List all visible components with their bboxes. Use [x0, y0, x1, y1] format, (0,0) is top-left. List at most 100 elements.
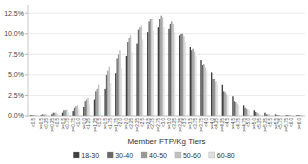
- bar: [89, 104, 90, 116]
- bar: [72, 111, 73, 116]
- bar: [74, 108, 75, 116]
- tick-label-line: <0.75: [65, 118, 70, 130]
- bar: [159, 19, 160, 116]
- bar: [180, 34, 181, 116]
- bar: [131, 52, 132, 116]
- bar: [160, 16, 161, 116]
- background: [0, 0, 308, 164]
- bar: [185, 42, 186, 116]
- bar: [85, 101, 86, 116]
- tick-label-line: <5.25: [257, 118, 262, 130]
- tick-mark: [25, 74, 28, 75]
- bar: [130, 35, 131, 116]
- tick-label: >=0.25<0.5: [50, 118, 60, 133]
- legend-swatch: [107, 152, 113, 158]
- chart: 0.0%2.5%5.0%7.5%10.0%12.5%<0.5>=0.5<0.25…: [0, 0, 308, 164]
- tick-label-line: <3.75: [193, 118, 198, 130]
- tick-label-line: <4.75: [236, 118, 241, 130]
- bar: [129, 38, 130, 116]
- bar: [179, 35, 180, 116]
- bar: [109, 67, 110, 116]
- tick-label: >=1.75<2.0: [114, 118, 124, 133]
- x-axis: <0.5>=0.5<0.25>=0.25<0.5>=0.5<0.75>=0.75…: [31, 118, 302, 133]
- bar: [264, 113, 265, 116]
- tick-label: 0.0%: [8, 112, 24, 119]
- tick-label-line: <6.0: [289, 118, 294, 127]
- bar: [153, 30, 154, 116]
- bar: [244, 108, 245, 116]
- bar: [258, 114, 259, 116]
- tick-label: 10.0%: [4, 30, 24, 37]
- bar: [54, 113, 55, 116]
- tick-label: >=4.75<5.0: [242, 118, 252, 133]
- legend-swatch: [209, 152, 215, 158]
- bar: [136, 44, 137, 116]
- tick-label: >=2.75<3.0: [156, 118, 166, 133]
- grid-line: [28, 13, 305, 14]
- bar: [63, 110, 64, 116]
- tick-label: >=2.0<2.25: [124, 118, 134, 130]
- bar: [104, 89, 105, 116]
- bar: [246, 109, 247, 116]
- bar: [55, 113, 56, 116]
- bar: [232, 96, 233, 116]
- legend-swatch: [73, 152, 79, 158]
- bar: [247, 109, 248, 116]
- tick-label-line: <5.75: [278, 118, 283, 130]
- bar: [234, 101, 235, 116]
- bar: [83, 107, 84, 116]
- legend-label: 60-80: [217, 152, 235, 159]
- bar: [77, 105, 78, 116]
- bar: [116, 58, 117, 116]
- tick-label-line: <4.0: [204, 118, 209, 127]
- tick-label-line: <4.25: [214, 118, 219, 130]
- bar: [190, 47, 191, 116]
- tick-label-line: <2.75: [150, 118, 155, 130]
- bar: [202, 65, 203, 116]
- bar: [255, 112, 256, 116]
- bar: [235, 102, 236, 116]
- tick-label: >=0.75<1.0: [71, 118, 81, 133]
- tick-mark: [25, 116, 28, 117]
- bar: [67, 112, 68, 116]
- tick-label: >=6.0: [297, 118, 302, 130]
- legend-swatch: [141, 152, 147, 158]
- bar: [182, 34, 183, 116]
- bar: [107, 71, 108, 116]
- legend-item: 60-80: [209, 152, 235, 159]
- bar: [75, 106, 76, 116]
- y-axis: 0.0%2.5%5.0%7.5%10.0%12.5%: [4, 5, 305, 119]
- tick-label-line: <3.0: [161, 118, 166, 127]
- bar: [163, 27, 164, 116]
- bar: [138, 30, 139, 116]
- bar: [223, 91, 224, 116]
- bar: [127, 42, 128, 116]
- bar: [226, 94, 227, 116]
- tick-label: 7.5%: [8, 51, 24, 58]
- tick-mark: [25, 33, 28, 34]
- tick-label-line: <0.5: [31, 118, 36, 127]
- bar: [236, 104, 237, 116]
- tick-label-line: <4.5: [225, 118, 230, 127]
- tick-label: >=5.25<5.5: [263, 118, 273, 133]
- bar: [110, 83, 111, 116]
- bar: [158, 27, 159, 116]
- legend-swatch: [175, 152, 181, 158]
- bar: [204, 67, 205, 116]
- legend-label: 40-50: [149, 152, 167, 159]
- bar: [162, 17, 163, 116]
- bar: [53, 113, 54, 116]
- bar: [214, 79, 215, 116]
- bar: [171, 21, 172, 116]
- bar: [97, 89, 98, 116]
- bar: [142, 40, 143, 116]
- tick-label-line: <3.25: [172, 118, 177, 130]
- tick-mark: [25, 95, 28, 96]
- bar: [147, 32, 148, 116]
- bar: [57, 114, 58, 116]
- tick-label: >=1.25<1.5: [93, 118, 103, 133]
- bar: [173, 24, 174, 116]
- tick-label-line: <5.5: [268, 118, 273, 127]
- bar: [200, 60, 201, 116]
- legend-label: 50-60: [183, 152, 201, 159]
